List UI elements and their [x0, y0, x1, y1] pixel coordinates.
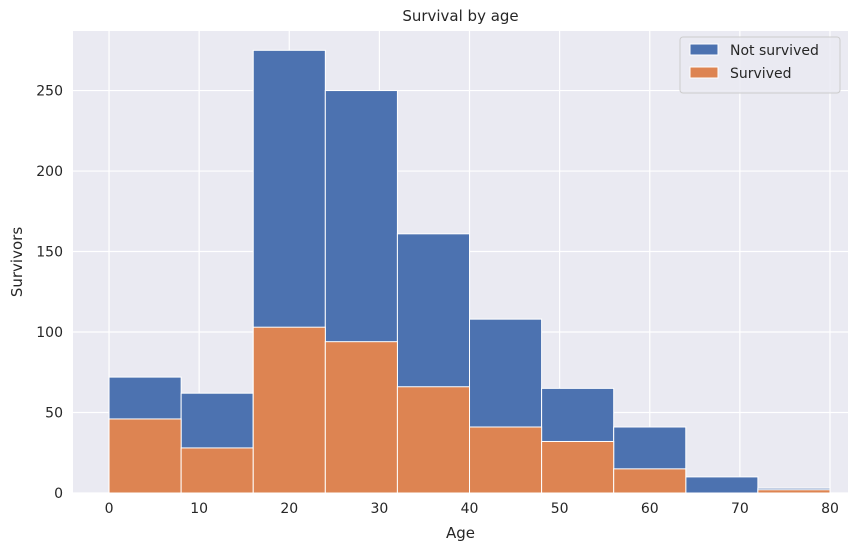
bar-survived	[541, 440, 615, 494]
legend-label-not-survived: Not survived	[730, 43, 819, 59]
x-tick-label: 20	[280, 501, 298, 517]
bar-not-survived	[685, 476, 759, 494]
bar-survived	[613, 468, 687, 494]
y-tick-label: 250	[36, 84, 63, 100]
y-axis-label: Survivors	[8, 227, 26, 297]
bar-survived	[469, 426, 543, 494]
bar-survived	[108, 418, 182, 494]
x-tick-label: 10	[190, 501, 208, 517]
bar-survived	[396, 386, 471, 494]
y-tick-label: 50	[45, 406, 63, 422]
bar-survived	[757, 489, 831, 494]
legend-box	[679, 36, 841, 94]
bar-survived	[252, 326, 326, 494]
y-tick-label: 100	[36, 325, 63, 341]
y-tick-label: 200	[36, 164, 63, 180]
x-tick-label: 30	[370, 501, 388, 517]
bars	[108, 49, 831, 494]
legend: Not survived Survived	[679, 36, 841, 94]
tick-labels: 0 10 20 30 40 50 60 70 80 0 50 100 150 200 250	[36, 84, 839, 517]
bar-survived	[324, 341, 398, 494]
legend-label-survived: Survived	[730, 66, 791, 82]
x-tick-label: 80	[821, 501, 839, 517]
x-tick-label: 50	[551, 501, 569, 517]
bar-survived	[180, 447, 254, 494]
y-tick-label: 150	[36, 245, 63, 261]
y-tick-label: 0	[54, 486, 63, 502]
legend-swatch-not-survived	[689, 43, 719, 56]
chart-title: Survival by age	[402, 7, 518, 25]
x-axis-label: Age	[446, 524, 475, 542]
legend-swatch-survived	[689, 66, 719, 79]
x-tick-label: 40	[461, 501, 479, 517]
x-tick-label: 70	[731, 501, 749, 517]
x-tick-label: 0	[105, 501, 114, 517]
x-tick-label: 60	[641, 501, 659, 517]
